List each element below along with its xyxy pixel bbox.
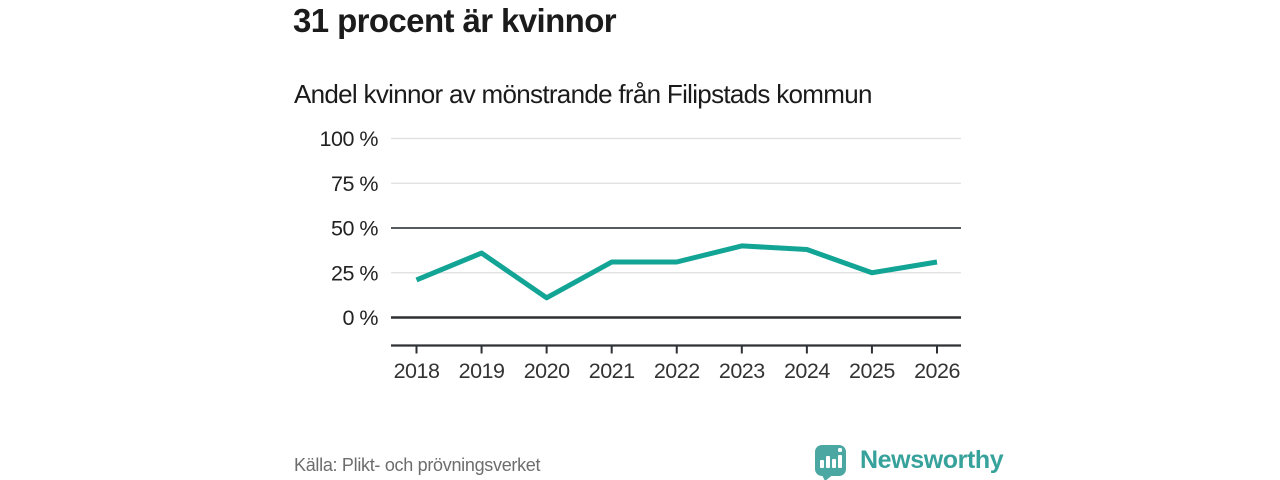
y-axis-label: 50 % bbox=[331, 217, 378, 241]
chart-subtitle: Andel kvinnor av mönstrande från Filipst… bbox=[294, 79, 872, 109]
y-axis-label: 100 % bbox=[320, 127, 379, 151]
x-axis-label: 2020 bbox=[524, 359, 570, 383]
brand-name: Newsworthy bbox=[860, 446, 1004, 474]
chart-title: 31 procent är kvinnor bbox=[293, 2, 617, 39]
x-axis-label: 2023 bbox=[719, 359, 765, 383]
x-axis-label: 2026 bbox=[914, 359, 960, 383]
newsworthy-logo-icon bbox=[815, 445, 846, 480]
x-axis-label: 2022 bbox=[654, 359, 700, 383]
source-note: Källa: Plikt- och prövningsverket bbox=[294, 455, 541, 475]
y-axis-label: 0 % bbox=[342, 306, 378, 330]
x-axis-label: 2024 bbox=[784, 359, 830, 383]
newsworthy-logo: Newsworthy bbox=[814, 444, 1004, 480]
data-line-andel-kvinnor-av-mönstrande bbox=[415, 243, 938, 301]
y-axis-label: 75 % bbox=[331, 172, 378, 196]
x-axis-label: 2025 bbox=[849, 359, 895, 383]
x-axis-label: 2021 bbox=[589, 359, 635, 383]
x-axis-label: 2018 bbox=[394, 359, 440, 383]
y-axis-label: 25 % bbox=[331, 261, 378, 285]
x-axis-label: 2019 bbox=[459, 359, 505, 383]
